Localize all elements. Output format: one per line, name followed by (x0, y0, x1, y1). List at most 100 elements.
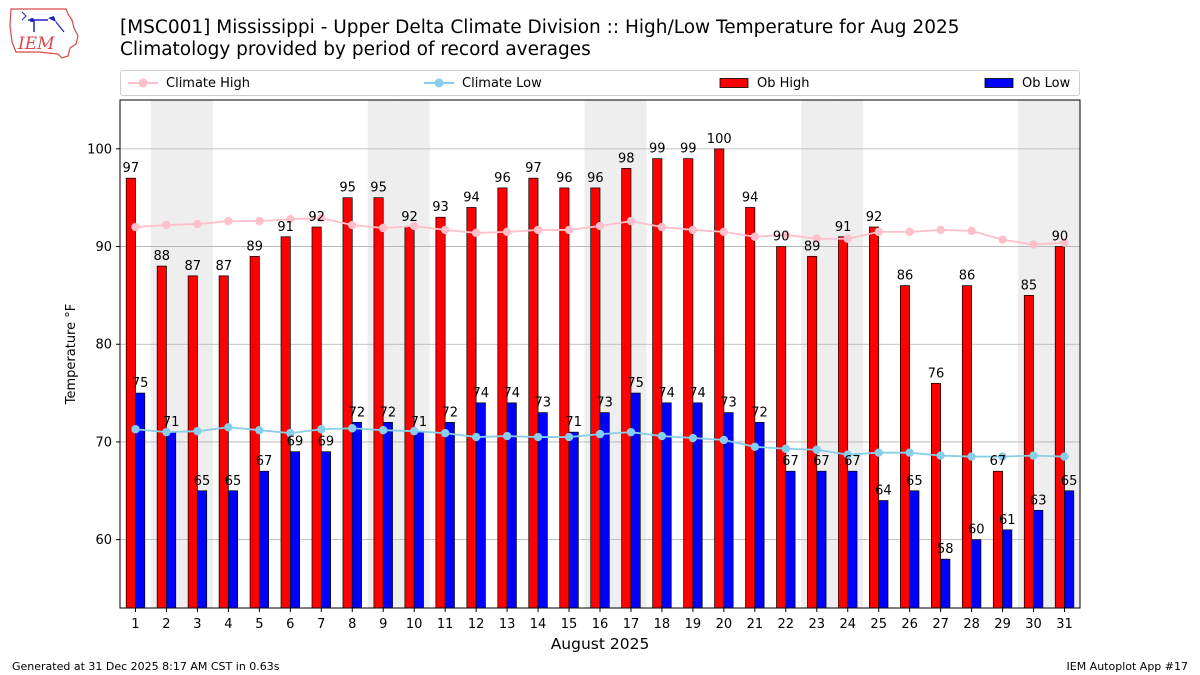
ob-low-bar (506, 402, 517, 609)
ob-high-bar (652, 158, 663, 609)
x-tick-label: 13 (499, 617, 516, 632)
ob-low-label: 71 (411, 415, 428, 430)
legend-label-ob-high: Ob High (757, 75, 810, 91)
x-tick-label: 25 (870, 617, 887, 632)
x-tick-label: 9 (379, 617, 387, 632)
ob-low-bar (289, 451, 300, 609)
y-tick-label: 60 (95, 533, 112, 548)
ob-low-label: 72 (380, 405, 397, 420)
climate-low-point (564, 432, 574, 442)
ob-low-bar (785, 470, 796, 609)
x-tick-label: 20 (716, 617, 733, 632)
climate-low-point (193, 426, 202, 436)
generated-timestamp: Generated at 31 Dec 2025 8:17 AM CST in … (12, 660, 280, 673)
climate-low-point (409, 426, 419, 436)
ob-high-label: 89 (246, 239, 263, 254)
ob-high-bar (1054, 246, 1065, 609)
ob-high-bar (930, 382, 941, 609)
ob-high-label: 95 (370, 181, 387, 196)
climate-high-point (688, 225, 698, 235)
climate-low-point (812, 445, 821, 454)
x-tick-label: 23 (809, 617, 826, 632)
ob-low-bar (940, 558, 951, 609)
ob-low-label: 72 (751, 405, 768, 420)
ob-high-label: 98 (618, 151, 635, 166)
ob-low-label: 67 (782, 454, 799, 469)
climate-low-point (595, 429, 605, 439)
climate-low-line (135, 426, 1065, 458)
ob-low-label: 65 (1061, 474, 1078, 489)
climate-low-point (626, 427, 636, 437)
ob-high-bar (900, 285, 911, 609)
legend-item-climate-low: Climate Low (424, 74, 542, 92)
ob-high-label: 67 (990, 454, 1007, 469)
ob-low-bar (630, 392, 641, 609)
ob-low-label: 64 (875, 484, 892, 499)
ob-high-label: 90 (1052, 230, 1069, 245)
ob-high-label: 92 (401, 210, 418, 225)
ob-low-label: 72 (442, 405, 459, 420)
ob-low-bar (971, 539, 982, 609)
climate-high-point (131, 222, 140, 232)
weekend-band (398, 100, 430, 608)
climate-high-point (193, 219, 202, 229)
climate-low-point (1060, 452, 1069, 461)
ob-low-bar (816, 470, 827, 609)
x-tick-label: 21 (747, 617, 764, 632)
ob-high-bar (621, 168, 632, 609)
ob-low-bar (351, 422, 362, 609)
weekend-band (584, 100, 616, 608)
weekend-band (832, 100, 864, 608)
iem-logo: IEM (9, 8, 79, 59)
y-tick-label: 80 (95, 338, 112, 353)
ob-high-label: 91 (277, 220, 294, 235)
climate-low-point (162, 427, 171, 437)
ob-low-bar (413, 431, 424, 609)
y-tick-label: 70 (95, 435, 112, 450)
ob-low-label: 73 (596, 396, 613, 411)
ob-low-label: 69 (287, 435, 304, 450)
y-tick-label: 90 (95, 240, 112, 255)
climate-high-point (533, 225, 543, 235)
ob-high-bar (559, 187, 570, 609)
ob-high-bar (373, 197, 384, 609)
x-tick-label: 4 (224, 617, 232, 632)
ob-low-label: 67 (256, 454, 273, 469)
ob-low-bar (259, 470, 270, 609)
ob-high-label: 96 (587, 171, 604, 186)
climate-low-point (224, 423, 233, 432)
weekend-band (181, 100, 213, 608)
ob-low-bar (166, 431, 177, 609)
ob-high-label: 87 (184, 259, 201, 274)
climate-high-point (967, 226, 976, 236)
x-tick-label: 6 (286, 617, 294, 632)
ob-low-bar (444, 422, 455, 609)
climate-high-point (595, 221, 605, 231)
ob-high-bar (683, 158, 694, 609)
ob-low-label: 73 (720, 396, 737, 411)
ob-low-label: 61 (999, 513, 1016, 528)
ob-high-label: 91 (835, 220, 852, 235)
climate-low-point (533, 432, 543, 442)
climate-high-point (657, 222, 667, 232)
ob-high-bar (466, 207, 477, 609)
ob-high-bar (807, 255, 818, 609)
x-tick-label: 14 (530, 617, 547, 632)
legend-item-ob-high: Ob High (719, 74, 810, 92)
climate-low-point (905, 448, 914, 457)
ob-low-label: 65 (225, 474, 242, 489)
climate-low-point (348, 424, 357, 433)
ob-high-label: 100 (707, 132, 732, 147)
weekend-band (1049, 100, 1080, 608)
climate-low-point (131, 425, 140, 434)
ob-high-label: 86 (897, 269, 914, 284)
x-tick-label: 31 (1056, 617, 1073, 632)
ob-high-label: 90 (773, 230, 790, 245)
ob-low-label: 71 (565, 415, 582, 430)
ob-high-label: 95 (339, 181, 356, 196)
x-tick-label: 28 (963, 617, 980, 632)
ob-low-label: 75 (627, 376, 644, 391)
legend-label-climate-low: Climate Low (462, 75, 542, 91)
ob-low-bar (1002, 529, 1013, 609)
climate-high-line (135, 217, 1065, 246)
